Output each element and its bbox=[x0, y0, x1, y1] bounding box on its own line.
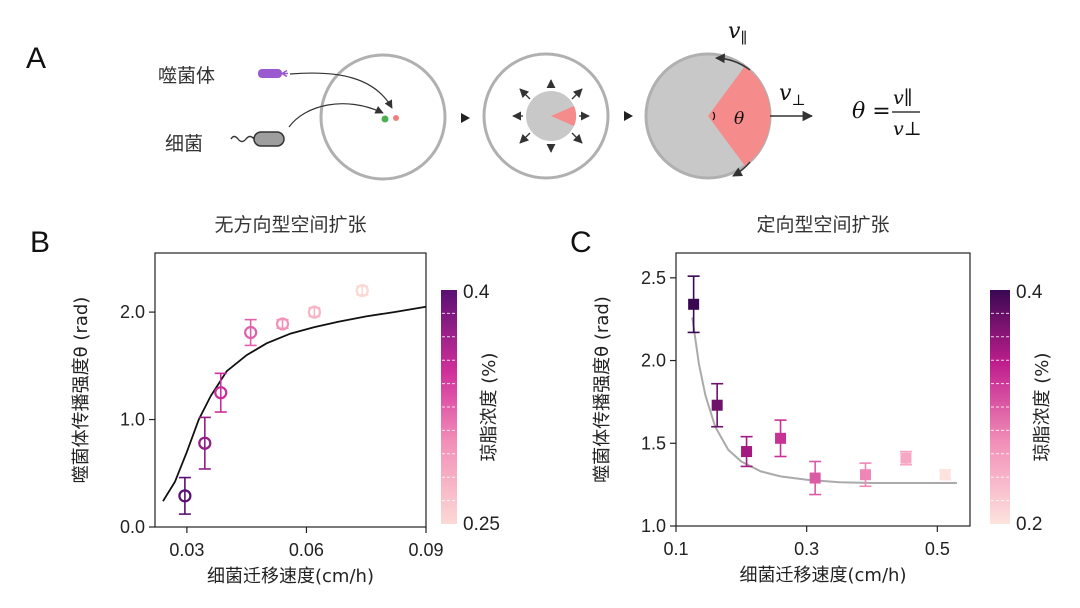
x-tick-label: 0.1 bbox=[663, 539, 688, 559]
colorbar-min-label: 0.25 bbox=[463, 514, 500, 535]
x-axis-label: 细菌迁移速度(cm/h) bbox=[740, 565, 907, 586]
panel-label-b: B bbox=[30, 226, 50, 259]
phage-sector bbox=[708, 66, 771, 166]
fit-curve bbox=[162, 305, 427, 502]
colorbar bbox=[990, 290, 1010, 524]
phage-dot bbox=[393, 115, 399, 121]
data-point bbox=[939, 469, 951, 481]
fit-curve bbox=[691, 317, 957, 484]
data-point bbox=[775, 432, 787, 444]
data-point bbox=[307, 305, 322, 319]
phage-label: 噬菌体 bbox=[158, 65, 215, 87]
theta-arc bbox=[712, 111, 716, 121]
colorbar-max-label: 0.4 bbox=[463, 282, 490, 303]
bacteria-arrow bbox=[288, 103, 384, 128]
panel-a: A 噬菌体 细菌 bbox=[26, 19, 922, 181]
y-tick-label: 1.0 bbox=[120, 410, 145, 430]
data-point bbox=[198, 436, 212, 450]
x-tick-label: 0.06 bbox=[289, 540, 324, 560]
v-parallel-arrow-bottom bbox=[732, 161, 751, 177]
data-point bbox=[741, 446, 753, 458]
colorbar-min-label: 0.2 bbox=[1016, 514, 1042, 535]
y-tick-label: 2.0 bbox=[641, 351, 666, 371]
bacteria-label: 细菌 bbox=[165, 133, 203, 155]
data-point bbox=[859, 469, 871, 481]
step-arrow-1 bbox=[461, 113, 470, 123]
theta-symbol: θ bbox=[734, 109, 744, 129]
y-tick-label: 1.5 bbox=[641, 433, 666, 453]
plot-frame bbox=[154, 252, 427, 528]
data-point bbox=[275, 317, 290, 331]
y-axis-label: 噬菌体传播强度θ (rad) bbox=[592, 296, 613, 483]
data-point bbox=[688, 298, 700, 310]
chart-panel-c: C 定向型空间扩张 0.1 0.3 0.5 1.0 1.5 2.0 2.5 细菌迁移速度(cm/… bbox=[570, 214, 1053, 586]
chart-title: 无方向型空间扩张 bbox=[214, 214, 366, 236]
colorbar-label: 琼脂浓度 (%) bbox=[479, 353, 500, 462]
svg-text:θ =: θ = bbox=[852, 99, 891, 124]
data-point bbox=[900, 452, 912, 464]
v-parallel-arrow-top bbox=[715, 53, 751, 71]
chart-panel-b: B 无方向型空间扩张 0.03 0.06 0.09 0.0 1.0 2.0 细菌迁移速度(cm… bbox=[30, 214, 500, 587]
bacteria-dot bbox=[381, 115, 389, 123]
data-point bbox=[711, 399, 723, 411]
y-tick-label: 2.5 bbox=[641, 268, 666, 288]
x-tick-label: 0.5 bbox=[925, 539, 950, 559]
y-axis-label: 噬菌体传播强度θ (rad) bbox=[71, 297, 92, 484]
data-point bbox=[178, 489, 192, 503]
data-point bbox=[214, 386, 228, 400]
x-tick-label: 0.09 bbox=[408, 540, 443, 560]
svg-text:v∥: v∥ bbox=[893, 87, 913, 109]
v-perp-label: v⊥ bbox=[779, 81, 806, 109]
bacteria-icon bbox=[230, 131, 285, 147]
theta-formula: θ = v∥ v⊥ bbox=[852, 87, 922, 140]
x-tick-label: 0.3 bbox=[794, 539, 819, 559]
phage-icon bbox=[258, 69, 288, 78]
y-tick-label: 0.0 bbox=[120, 517, 145, 537]
panel-label-c: C bbox=[570, 226, 592, 259]
chart-title: 定向型空间扩张 bbox=[756, 214, 889, 236]
y-tick-label: 2.0 bbox=[120, 302, 145, 322]
y-tick-label: 1.0 bbox=[641, 516, 666, 536]
svg-text:v⊥: v⊥ bbox=[893, 118, 922, 140]
phage-arrow bbox=[289, 72, 393, 109]
colorbar-max-label: 0.4 bbox=[1016, 282, 1043, 303]
data-point bbox=[809, 472, 821, 484]
plot-frame bbox=[675, 252, 971, 527]
step-arrow-2 bbox=[624, 111, 633, 121]
panel-label-a: A bbox=[26, 42, 46, 75]
v-parallel-label: v∥ bbox=[728, 19, 747, 47]
expansion-arrows bbox=[512, 79, 590, 153]
phage-wedge bbox=[551, 106, 577, 126]
data-point bbox=[244, 325, 258, 340]
x-axis-label: 细菌迁移速度(cm/h) bbox=[207, 566, 374, 587]
colorbar-label: 琼脂浓度 (%) bbox=[1032, 353, 1053, 462]
x-tick-label: 0.03 bbox=[169, 540, 204, 560]
data-point bbox=[355, 284, 369, 298]
